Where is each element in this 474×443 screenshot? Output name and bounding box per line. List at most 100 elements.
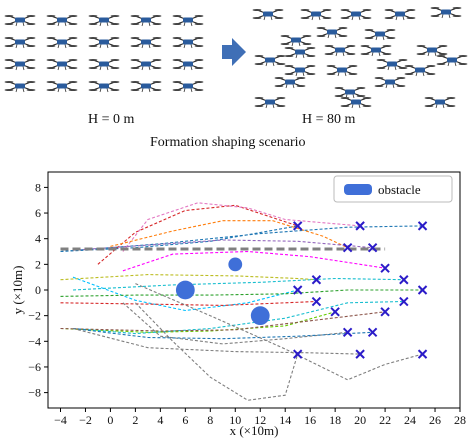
drone-icon	[326, 64, 358, 77]
trajectory-path	[72, 300, 404, 335]
x-tick-label: 4	[157, 413, 163, 427]
drone-icon	[254, 54, 286, 67]
drone-icon	[416, 44, 448, 57]
y-axis-ticks: 8 6 4 2 0 −2 −4 −6 −8	[28, 180, 48, 400]
right-arrow-icon	[222, 38, 246, 66]
trajectory-path	[72, 239, 373, 251]
drone-icon	[252, 8, 284, 21]
trajectory-path	[60, 311, 336, 333]
drone-icon	[4, 14, 36, 27]
drone-icon	[376, 58, 408, 71]
x-tick-label: 26	[429, 413, 441, 427]
drone-icon	[360, 44, 392, 57]
drone-icon	[130, 58, 162, 71]
drone-icon	[4, 58, 36, 71]
legend-label-obstacle: obstacle	[378, 182, 421, 197]
target-markers	[292, 221, 428, 359]
target-marker	[380, 307, 390, 317]
target-marker	[417, 349, 428, 359]
drone-icon	[424, 96, 456, 109]
drone-icon	[46, 80, 78, 93]
ground-formation	[4, 14, 204, 93]
obstacles	[175, 257, 270, 326]
drone-icon	[130, 80, 162, 93]
y-tick-label: −8	[28, 386, 41, 400]
target-marker	[367, 242, 378, 253]
x-tick-label: 20	[354, 413, 366, 427]
x-tick-label: 16	[304, 413, 316, 427]
target-marker	[380, 263, 390, 273]
x-tick-label: 22	[379, 413, 391, 427]
drone-icon	[46, 36, 78, 49]
drone-icon	[88, 14, 120, 27]
x-axis-ticks: −4 −2 0 2 4 6 8 10 12 14 16 18 20 22 24 26 28	[54, 408, 466, 427]
obstacle-circle	[250, 306, 270, 326]
y-tick-label: 6	[35, 206, 41, 220]
trajectory-path	[60, 311, 386, 332]
y-tick-label: 0	[35, 283, 41, 297]
drone-icon	[172, 58, 204, 71]
drone-icon	[172, 36, 204, 49]
x-tick-label: 2	[132, 413, 138, 427]
y-tick-label: 2	[35, 257, 41, 271]
x-tick-label: −2	[79, 413, 92, 427]
formation-illustration	[4, 6, 468, 109]
drone-icon	[334, 86, 366, 99]
y-tick-label: −2	[28, 309, 41, 323]
drone-icon	[364, 28, 396, 41]
x-tick-label: 24	[404, 413, 416, 427]
trajectory-path	[110, 220, 348, 249]
drone-icon	[340, 96, 372, 109]
trajectory-path	[135, 283, 423, 381]
drone-icon	[300, 8, 332, 21]
obstacle-circle	[228, 257, 243, 272]
target-marker	[355, 349, 365, 359]
legend-swatch-obstacle	[344, 184, 372, 195]
x-tick-label: 0	[107, 413, 113, 427]
trajectory-path	[135, 302, 299, 401]
target-marker	[330, 307, 340, 317]
y-axis-label: y (×10m)	[10, 266, 25, 315]
drone-icon	[172, 14, 204, 27]
trajectory-chart: −4 −2 0 2 4 6 8 10 12 14 16 18 20 22 24 26 28 86420−2−4−…	[10, 171, 466, 438]
drone-icon	[374, 76, 406, 89]
y-tick-label: 4	[35, 232, 41, 246]
drone-icon	[430, 6, 462, 19]
drone-icon	[254, 96, 286, 109]
target-marker	[399, 275, 409, 285]
drone-icon	[316, 26, 348, 39]
drone-icon	[130, 14, 162, 27]
drone-icon	[384, 8, 416, 21]
y-tick-label: −4	[28, 334, 41, 348]
x-tick-label: 12	[254, 413, 266, 427]
drone-icon	[280, 34, 312, 47]
caption-ground-height: H = 0 m	[88, 112, 135, 127]
drone-icon	[88, 80, 120, 93]
drone-icon	[284, 46, 316, 59]
target-marker	[367, 327, 378, 338]
drone-icon	[404, 64, 436, 77]
trajectory-path	[60, 289, 423, 297]
drone-icon	[46, 14, 78, 27]
x-tick-label: 8	[207, 413, 213, 427]
x-tick-label: 6	[182, 413, 188, 427]
drone-icon	[324, 44, 356, 57]
target-marker	[417, 285, 428, 295]
target-marker	[311, 275, 322, 285]
trajectory-path	[60, 300, 317, 306]
trajectory-path	[72, 327, 373, 340]
x-tick-label: 14	[279, 413, 291, 427]
y-tick-label: −6	[28, 360, 41, 374]
drone-icon	[46, 58, 78, 71]
y-tick-label: 8	[35, 180, 41, 194]
legend: obstacle	[333, 175, 453, 203]
trajectory-path	[122, 302, 348, 345]
drone-icon	[4, 80, 36, 93]
target-marker	[342, 242, 353, 253]
caption-scenario: Formation shaping scenario	[150, 135, 306, 150]
target-marker	[292, 349, 303, 359]
caption-aerial-height: H = 80 m	[302, 112, 356, 127]
x-axis-label: x (×10m)	[230, 423, 279, 438]
target-marker	[292, 285, 303, 295]
